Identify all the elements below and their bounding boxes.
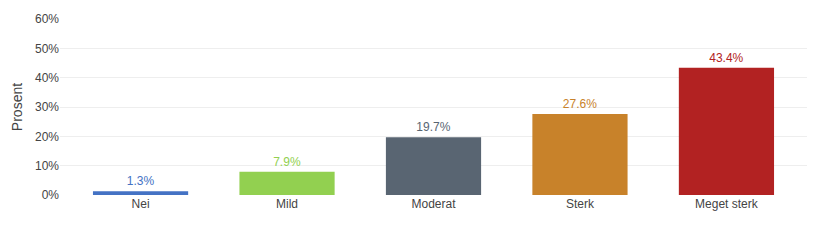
svg-text:Prosent: Prosent	[9, 83, 25, 131]
svg-text:19.7%: 19.7%	[416, 120, 450, 134]
svg-text:Nei: Nei	[132, 197, 150, 211]
svg-text:30%: 30%	[35, 100, 59, 114]
svg-text:Mild: Mild	[276, 197, 298, 211]
svg-text:40%: 40%	[35, 71, 59, 85]
svg-text:1.3%: 1.3%	[127, 174, 155, 188]
svg-text:50%: 50%	[35, 42, 59, 56]
svg-text:60%: 60%	[35, 12, 59, 26]
svg-text:Moderat: Moderat	[411, 197, 456, 211]
svg-text:27.6%: 27.6%	[563, 97, 597, 111]
svg-text:43.4%: 43.4%	[709, 51, 743, 65]
svg-text:Sterk: Sterk	[566, 197, 595, 211]
svg-text:0%: 0%	[42, 188, 60, 202]
svg-text:20%: 20%	[35, 130, 59, 144]
svg-text:10%: 10%	[35, 159, 59, 173]
svg-text:Meget sterk: Meget sterk	[695, 197, 759, 211]
svg-text:7.9%: 7.9%	[273, 155, 301, 169]
